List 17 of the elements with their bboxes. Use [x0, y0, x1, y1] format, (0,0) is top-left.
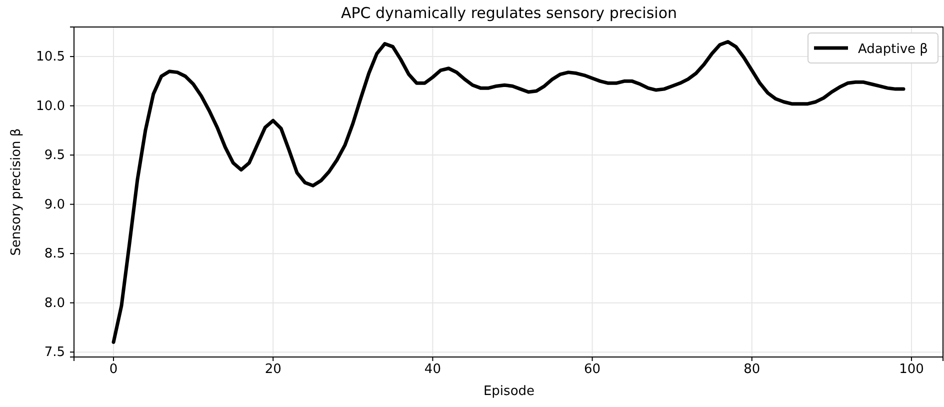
x-tick-label: 0 [109, 362, 118, 378]
y-tick-label: 9.0 [44, 197, 65, 212]
x-tick-label: 80 [744, 362, 760, 378]
y-tick-label: 7.5 [44, 345, 65, 360]
x-tick-label: 40 [424, 362, 441, 378]
y-tick-label: 8.5 [44, 246, 65, 262]
y-tick-label: 8.0 [44, 296, 65, 311]
x-tick-label: 60 [584, 362, 601, 378]
chart-title: APC dynamically regulates sensory precision [340, 4, 678, 22]
y-tick-label: 10.0 [36, 98, 65, 114]
y-tick-label: 10.5 [36, 50, 65, 65]
x-tick-label: 20 [264, 362, 282, 378]
y-axis-title: Sensory precision β [9, 128, 24, 256]
x-tick-label: 100 [899, 362, 924, 378]
y-tick-label: 9.5 [44, 148, 65, 164]
x-axis-title: Episode [483, 384, 535, 399]
legend-label: Adaptive β [858, 42, 928, 57]
